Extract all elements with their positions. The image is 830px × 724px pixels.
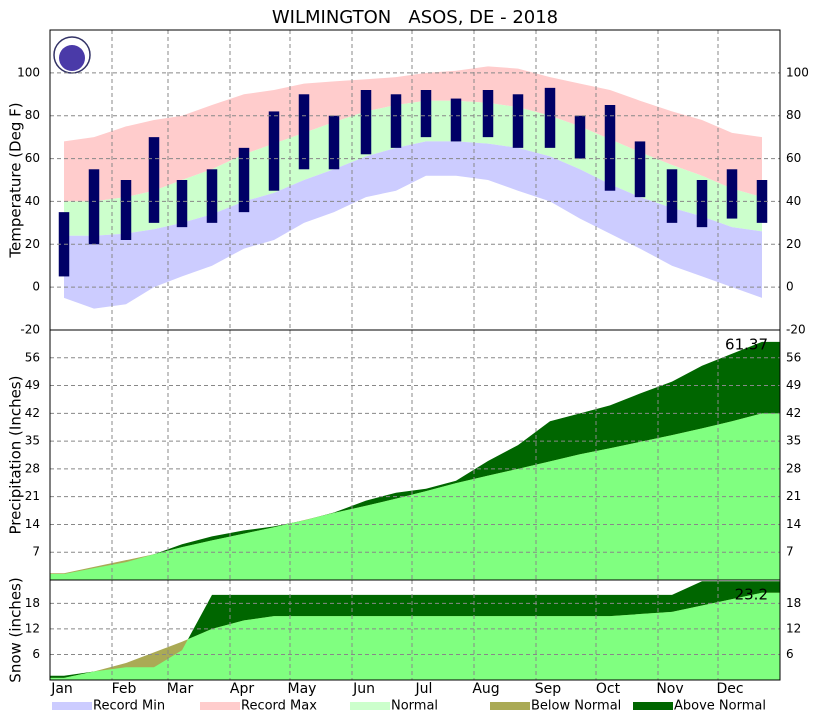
y-tick-label: 100 <box>17 65 40 79</box>
observed-bar <box>360 90 372 155</box>
legend-swatch <box>52 702 92 710</box>
observed-bar <box>238 147 250 213</box>
observed-bar <box>206 169 218 223</box>
x-tick-label: Jan <box>50 681 73 697</box>
y-tick-label: 49 <box>25 378 40 392</box>
legend-label: Normal <box>391 699 438 714</box>
x-tick-label: Apr <box>230 681 254 697</box>
chart-title: WILMINGTON ASOS, DE - 2018 <box>272 7 558 28</box>
y-tick-label-right: 35 <box>786 434 801 448</box>
legend-swatch <box>633 702 673 710</box>
observed-bar <box>696 180 708 228</box>
observed-bar <box>420 90 432 138</box>
y-tick-label-right: 12 <box>786 621 801 635</box>
observed-bar <box>148 137 160 223</box>
y-tick-label-right: 80 <box>786 108 801 122</box>
y-tick-label-right: 49 <box>786 378 801 392</box>
y-tick-label: 80 <box>25 108 40 122</box>
observed-bar <box>120 180 132 240</box>
y-tick-label: 21 <box>25 489 40 503</box>
y-tick-label-right: 20 <box>786 237 801 251</box>
legend-label: Record Min <box>93 699 165 714</box>
legend-label: Above Normal <box>674 699 766 714</box>
observed-bar <box>666 169 678 223</box>
y-tick-label: 40 <box>25 194 40 208</box>
x-tick-label: Jun <box>352 681 375 697</box>
y-tick-label: 20 <box>25 237 40 251</box>
observed-bar <box>176 180 188 228</box>
x-tick-label: Oct <box>596 681 621 697</box>
y-tick-label-right: 7 <box>786 545 794 559</box>
y-tick-label-right: 42 <box>786 406 801 420</box>
y-tick-label-right: 0 <box>786 280 794 294</box>
y-axis-label: Snow (inches) <box>7 577 25 682</box>
observed-bar <box>88 169 100 245</box>
observed-bar <box>268 111 280 191</box>
observed-bar <box>328 115 340 170</box>
y-tick-label: 28 <box>25 461 40 475</box>
x-tick-label: Dec <box>716 681 743 697</box>
y-tick-label: 56 <box>25 350 40 364</box>
observed-bar <box>756 180 768 223</box>
observed-area <box>50 413 780 580</box>
annotation: 23.2 <box>735 586 768 604</box>
legend-swatch <box>200 702 240 710</box>
y-tick-label-right: 21 <box>786 489 801 503</box>
x-tick-label: Sep <box>535 681 562 697</box>
y-tick-label-right: 6 <box>786 647 794 661</box>
y-tick-label: 7 <box>32 545 40 559</box>
observed-bar <box>726 169 738 219</box>
annotation: 61.37 <box>725 336 768 354</box>
noaa-logo <box>53 36 91 74</box>
y-tick-label-right: -20 <box>786 323 806 337</box>
y-axis-label: Precipitation (Inches) <box>7 376 25 535</box>
y-tick-label: 18 <box>25 596 40 610</box>
observed-bar <box>634 141 646 198</box>
y-tick-label: 6 <box>32 647 40 661</box>
y-tick-label-right: 100 <box>786 65 809 79</box>
observed-bar <box>298 94 310 170</box>
record-max-band <box>64 66 762 202</box>
y-tick-label: 60 <box>25 151 40 165</box>
panel-frame <box>49 579 781 681</box>
observed-bar <box>450 98 462 142</box>
y-tick-label-right: 40 <box>786 194 801 208</box>
x-tick-label: Aug <box>472 681 499 697</box>
y-tick-label-right: 60 <box>786 151 801 165</box>
legend-label: Record Max <box>241 699 317 714</box>
y-tick-label: 14 <box>25 517 40 531</box>
y-tick-label-right: 28 <box>786 461 801 475</box>
y-tick-label: 0 <box>32 280 40 294</box>
observed-bar <box>544 87 556 148</box>
y-tick-label: 12 <box>25 621 40 635</box>
y-tick-label-right: 18 <box>786 596 801 610</box>
x-tick-label: Mar <box>167 681 194 697</box>
observed-bar <box>512 94 524 148</box>
observed-bar <box>390 94 402 148</box>
y-axis-label: Temperature (Deg F) <box>7 102 25 258</box>
legend-label: Below Normal <box>531 699 621 714</box>
legend-swatch <box>350 702 390 710</box>
observed-bar <box>604 105 616 191</box>
y-tick-label: 35 <box>25 434 40 448</box>
x-tick-label: Jul <box>415 681 433 697</box>
y-tick-label-right: 14 <box>786 517 801 531</box>
legend-swatch <box>490 702 530 710</box>
y-tick-label-right: 56 <box>786 350 801 364</box>
x-tick-label: May <box>288 681 317 697</box>
y-tick-label: 42 <box>25 406 40 420</box>
normal-band <box>64 100 762 236</box>
x-tick-label: Feb <box>112 681 137 697</box>
observed-bar <box>574 115 586 159</box>
y-tick-label: -20 <box>20 323 40 337</box>
record-min-band <box>64 141 762 309</box>
observed-bar <box>482 90 494 138</box>
x-tick-label: Nov <box>656 681 683 697</box>
